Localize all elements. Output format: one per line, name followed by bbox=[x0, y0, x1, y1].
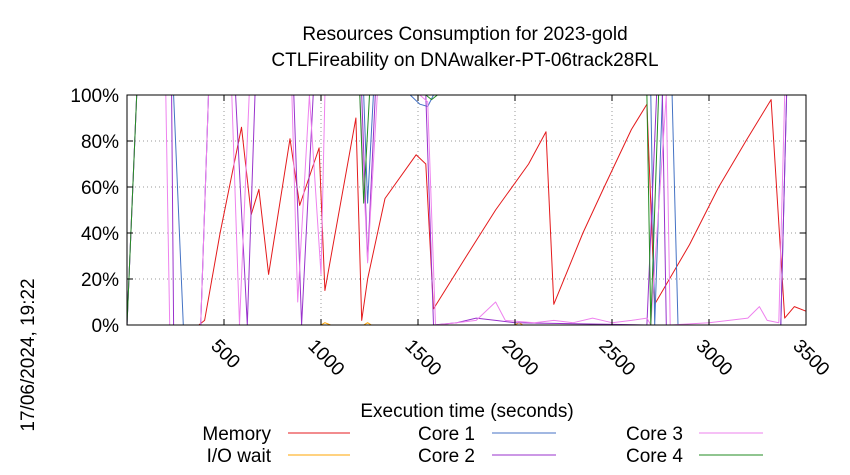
x-tick-label: 2500 bbox=[594, 336, 639, 381]
chart-subtitle: CTLFireability on DNAwalker-PT-06track28… bbox=[271, 50, 658, 71]
y-tick-label: 0% bbox=[92, 316, 120, 337]
series-line-i-o-wait bbox=[127, 322, 806, 326]
legend-label-memory: Memory bbox=[202, 424, 271, 445]
series-line-core-1 bbox=[126, 94, 806, 326]
series-line-core-3 bbox=[126, 94, 806, 326]
legend-label-core-4: Core 4 bbox=[626, 446, 683, 467]
y-tick-label: 20% bbox=[81, 270, 119, 291]
series-line-memory bbox=[127, 99, 807, 326]
x-tick-label: 3000 bbox=[691, 336, 736, 381]
legend-label-i-o-wait: I/O wait bbox=[207, 446, 272, 467]
plot-frame bbox=[126, 94, 807, 326]
x-tick-label: 500 bbox=[206, 336, 243, 373]
timestamp: 17/06/2024, 19:22 bbox=[18, 278, 39, 431]
y-axis-ticks: 0% 20% 40% 60% 80% 100% bbox=[70, 86, 806, 337]
y-tick-label: 100% bbox=[70, 86, 119, 107]
x-axis-label: Execution time (seconds) bbox=[360, 401, 573, 422]
series-lines bbox=[126, 94, 807, 326]
grid-lines bbox=[127, 95, 806, 325]
y-tick-label: 80% bbox=[81, 132, 119, 153]
x-axis-ticks: 500 1000 1500 2000 2500 3000 3500 bbox=[206, 95, 833, 380]
legend-label-core-1: Core 1 bbox=[418, 424, 475, 445]
x-tick-label: 1000 bbox=[303, 336, 348, 381]
series-line-core-2 bbox=[126, 94, 806, 326]
x-tick-label: 3500 bbox=[788, 336, 833, 381]
legend-label-core-3: Core 3 bbox=[626, 424, 683, 445]
x-tick-label: 1500 bbox=[400, 336, 445, 381]
series-line-core-4 bbox=[126, 94, 806, 326]
chart-title: Resources Consumption for 2023-gold bbox=[302, 24, 627, 45]
legend-label-core-2: Core 2 bbox=[418, 446, 475, 467]
y-tick-label: 40% bbox=[81, 224, 119, 245]
y-tick-label: 60% bbox=[81, 178, 119, 199]
x-tick-label: 2000 bbox=[497, 336, 542, 381]
